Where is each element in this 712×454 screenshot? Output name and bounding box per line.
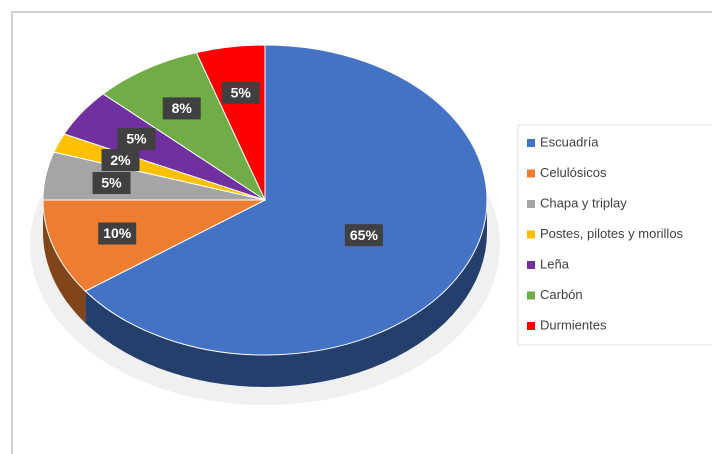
legend-label: Leña (540, 256, 570, 271)
data-label-box (98, 222, 137, 245)
legend-label: Durmientes (540, 317, 607, 332)
data-label-group: 5% (117, 128, 156, 151)
legend-swatch (527, 230, 535, 239)
data-label: 5% (126, 131, 147, 147)
slice-side (43, 200, 86, 324)
legend-swatch (527, 261, 535, 269)
slice-side (85, 200, 487, 387)
data-label-box (221, 81, 260, 104)
data-label-group: 8% (162, 97, 201, 120)
legend-swatch (527, 200, 535, 208)
data-label-box (344, 224, 383, 247)
data-label: 65% (350, 227, 379, 243)
legend-swatch (527, 291, 535, 300)
legend-label: Chapa y triplay (540, 195, 627, 210)
data-label-box (117, 128, 156, 151)
legend-swatch (527, 169, 535, 178)
data-label-box (92, 172, 131, 195)
data-label-group: 5% (221, 81, 260, 104)
data-label: 5% (101, 175, 122, 191)
data-label-group: 2% (101, 149, 140, 172)
data-label-group: 5% (92, 172, 131, 195)
data-label-group: 10% (98, 222, 137, 245)
data-label: 10% (103, 225, 132, 241)
legend-box (517, 124, 712, 346)
legend-swatch (527, 322, 535, 330)
pie-slice (102, 52, 267, 202)
legend-label: Postes, pilotes y morillos (540, 226, 684, 241)
data-label: 2% (110, 152, 131, 168)
legend-label: Escuadría (540, 134, 599, 149)
legend-label: Carbón (540, 287, 583, 302)
data-label-box (162, 97, 201, 120)
data-label: 5% (231, 85, 252, 101)
data-label: 8% (172, 100, 193, 116)
data-label-group: 65% (344, 224, 383, 247)
legend-swatch (527, 139, 535, 147)
pie-slice (84, 44, 488, 356)
legend-label: Celulósicos (540, 165, 607, 180)
data-label-box (101, 149, 140, 172)
